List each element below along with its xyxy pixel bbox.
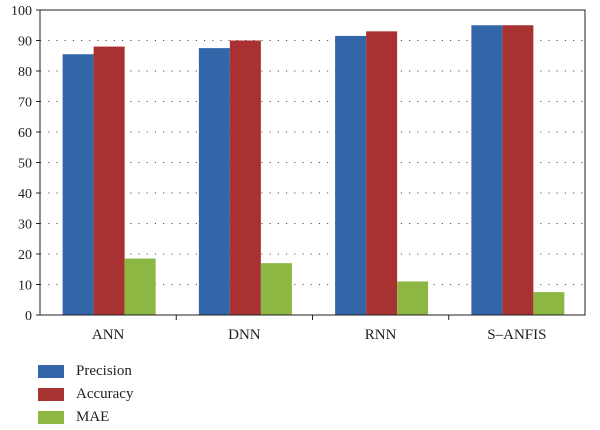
y-tick-label-60: 60: [18, 126, 32, 141]
bar-mae-0: [124, 258, 156, 315]
legend-label-precision: Precision: [76, 362, 132, 379]
bar-accuracy-2: [366, 31, 398, 315]
legend-swatch-accuracy: [38, 387, 64, 401]
bar-mae-3: [533, 292, 565, 315]
y-tick-label-70: 70: [18, 96, 32, 111]
x-tick-label-1: DNN: [228, 327, 261, 343]
y-axis-ticks: 0 10 20 30 40 50 60 70 80 90 100: [11, 4, 40, 324]
y-tick-label-90: 90: [18, 35, 32, 50]
x-axis-labels: ANN DNN RNN S–ANFIS: [92, 327, 547, 343]
legend-label-mae: MAE: [76, 408, 110, 425]
bar-accuracy-1: [229, 40, 261, 315]
legend-swatch-mae: [38, 410, 64, 424]
x-tick-label-2: RNN: [365, 327, 397, 343]
y-tick-label-80: 80: [18, 65, 32, 80]
legend-item-mae: MAE: [38, 406, 133, 428]
bar-accuracy-0: [93, 46, 125, 315]
y-tick-label-10: 10: [18, 279, 32, 294]
bar-accuracy-3: [502, 25, 534, 315]
legend-label-accuracy: Accuracy: [76, 385, 134, 402]
y-tick-label-0: 0: [25, 309, 32, 324]
bar-mae-2: [397, 281, 429, 315]
bar-precision-0: [62, 54, 94, 315]
legend-item-accuracy: Accuracy: [38, 383, 133, 405]
y-tick-label-30: 30: [18, 218, 32, 233]
legend-item-precision: Precision: [38, 360, 133, 382]
legend-swatch-precision: [38, 364, 64, 378]
x-tick-label-0: ANN: [92, 327, 125, 343]
bar-mae-1: [260, 263, 292, 315]
bar-precision-2: [335, 35, 367, 316]
bar-precision-1: [198, 48, 230, 315]
y-tick-label-100: 100: [11, 4, 32, 19]
y-tick-label-20: 20: [18, 248, 32, 263]
bar-precision-3: [471, 25, 503, 315]
x-tick-label-3: S–ANFIS: [487, 327, 546, 343]
y-tick-label-40: 40: [18, 187, 32, 202]
y-tick-label-50: 50: [18, 157, 32, 172]
legend: Precision Accuracy MAE: [38, 360, 133, 429]
bars: [62, 25, 565, 316]
